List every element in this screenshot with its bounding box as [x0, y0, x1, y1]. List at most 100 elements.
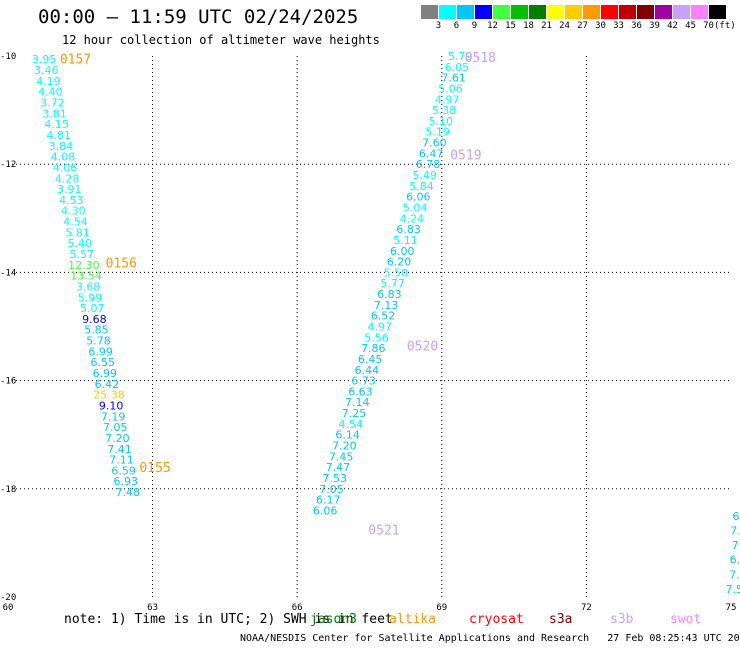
swh-value: 25.38 — [93, 389, 125, 402]
legend-swatch — [421, 5, 438, 19]
legend-swatch — [457, 5, 474, 19]
swh-value: 3.95 — [32, 53, 57, 66]
legend-label: 33 — [613, 21, 624, 31]
swh-value: 4.81 — [47, 129, 72, 142]
pass-label: 0155 — [139, 461, 170, 476]
swh-value: 7.48 — [116, 486, 141, 499]
swh-value: 7.20 — [332, 440, 357, 453]
satellite-key-s3a: s3a — [549, 612, 573, 627]
swh-value: 7.47 — [326, 461, 351, 474]
legend-label: 42 — [667, 21, 678, 31]
swh-value: 5.10 — [429, 115, 454, 128]
swh-value: 5.11 — [393, 234, 418, 247]
swh-value: 5.06 — [438, 82, 463, 95]
swh-value: 6.59 — [111, 464, 136, 477]
legend-swatch — [601, 5, 618, 19]
x-tick-label: 72 — [581, 603, 592, 613]
pass-label: 0520 — [407, 339, 438, 354]
x-tick-label: 60 — [3, 603, 14, 613]
swh-value: 5.57 — [70, 248, 95, 261]
swh-value: 7. — [730, 524, 740, 537]
legend-label: 9 — [471, 21, 478, 31]
swh-value: 5.04 — [403, 201, 428, 214]
swh-value: 7.61 — [441, 72, 466, 85]
swh-value: 7 — [732, 539, 739, 552]
swh-value: 7.13 — [374, 299, 399, 312]
legend-swatch — [475, 5, 492, 19]
swh-value: 6.78 — [416, 158, 441, 171]
swh-value: 7.11 — [109, 454, 134, 467]
legend-label: 6 — [453, 21, 460, 31]
legend-label: 70 — [703, 21, 714, 31]
swh-value: 6.99 — [93, 367, 118, 380]
swh-value: 4.97 — [435, 93, 460, 106]
swh-value: 4.54 — [63, 216, 88, 229]
swh-value: 9.68 — [82, 313, 107, 326]
x-tick-label: 69 — [436, 603, 447, 613]
swh-value: 6.55 — [90, 356, 115, 369]
swh-value: 3.81 — [42, 107, 67, 120]
swh-value: 5.50 — [384, 266, 409, 279]
legend-label: 24 — [559, 21, 570, 31]
swh-value: 6.99 — [88, 345, 113, 358]
swh-value: 6.93 — [113, 475, 138, 488]
legend-label: 30 — [595, 21, 606, 31]
swh-value: 6.17 — [316, 494, 341, 507]
satellite-key-cryosat: cryosat — [469, 612, 524, 627]
swh-value: 6.06 — [406, 191, 431, 204]
legend-label: 12 — [487, 21, 498, 31]
legend-swatch — [511, 5, 528, 19]
legend-label: 15 — [505, 21, 516, 31]
swh-value: 5.99 — [78, 291, 103, 304]
swh-value: 4.08 — [51, 151, 76, 164]
legend-swatch — [529, 5, 546, 19]
x-tick-label: 63 — [147, 603, 158, 613]
swh-value: 6.63 — [348, 385, 373, 398]
swh-value: 4.53 — [59, 194, 84, 207]
swh-value: 5.79 — [448, 50, 473, 63]
swh-value: 6.42 — [95, 378, 120, 391]
swh-value: 12.30 — [68, 259, 100, 272]
swh-value: 7.86 — [361, 342, 386, 355]
legend-label: 18 — [523, 21, 534, 31]
swh-value: 3.72 — [40, 97, 65, 110]
swh-value: 6.47 — [419, 147, 444, 160]
satellite-key-jason3: jason3 — [310, 612, 357, 627]
swh-value: 9.10 — [99, 399, 124, 412]
swh-value: 6.00 — [390, 245, 415, 258]
swh-value: 5.84 — [409, 180, 434, 193]
swh-value: 4.19 — [36, 75, 61, 88]
swh-value: 5.49 — [413, 169, 438, 182]
legend-swatch — [619, 5, 636, 19]
legend-label: 39 — [649, 21, 660, 31]
swh-value: 5.78 — [86, 335, 111, 348]
swh-value: 4.15 — [44, 118, 69, 131]
swh-value: 13.54 — [70, 270, 102, 283]
swh-value: 6.83 — [377, 288, 402, 301]
swh-value: 7.25 — [342, 407, 367, 420]
swh-value: 6.52 — [371, 310, 396, 323]
legend-swatch — [583, 5, 600, 19]
swh-value: 7.53 — [322, 472, 347, 485]
satellite-key-s3b: s3b — [610, 612, 634, 627]
swh-value: 4.24 — [400, 212, 425, 225]
swh-value: 5.85 — [84, 324, 109, 337]
swh-value: 6.06 — [313, 504, 338, 517]
swh-value: 7.19 — [101, 410, 126, 423]
legend-swatch — [493, 5, 510, 19]
swh-value: 5.56 — [364, 331, 389, 344]
swh-value: 6.05 — [445, 61, 470, 74]
pass-label: 0521 — [368, 523, 399, 538]
legend-swatch — [673, 5, 690, 19]
legend-label: 45 — [685, 21, 696, 31]
legend-label: 27 — [577, 21, 588, 31]
pass-label: 0518 — [465, 51, 496, 66]
legend-unit: (ft) — [714, 21, 736, 31]
swh-value: 7.5 — [725, 583, 740, 596]
swh-value: 7. — [729, 568, 740, 581]
swh-value: 6. — [730, 554, 740, 567]
legend-swatch — [691, 5, 708, 19]
swh-value: 6 — [732, 510, 739, 523]
credit-line: NOAA/NESDIS Center for Satellite Applica… — [240, 633, 740, 644]
